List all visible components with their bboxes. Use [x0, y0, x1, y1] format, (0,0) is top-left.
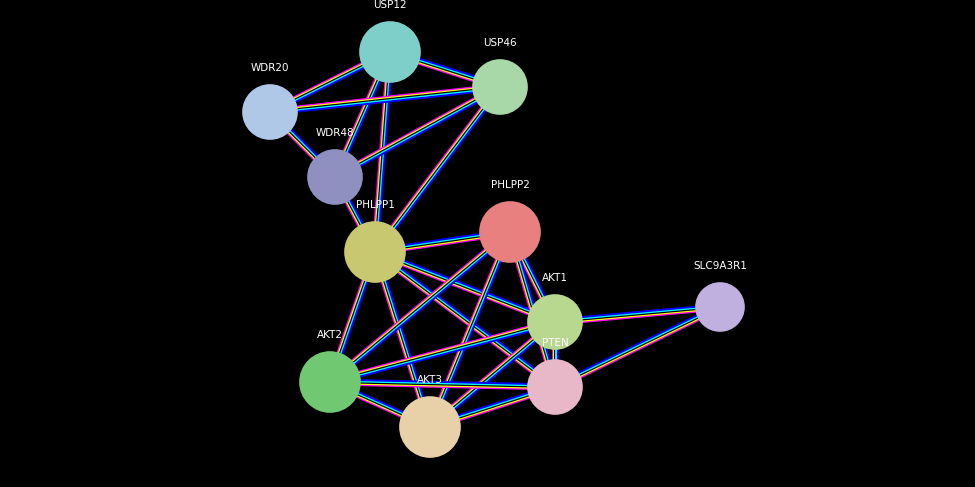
Text: USP12: USP12 — [373, 0, 407, 10]
Text: PHLPP1: PHLPP1 — [356, 201, 395, 210]
Text: WDR48: WDR48 — [316, 129, 354, 138]
Text: PHLPP2: PHLPP2 — [490, 181, 529, 190]
Text: WDR20: WDR20 — [251, 63, 290, 74]
Circle shape — [308, 150, 362, 204]
Circle shape — [480, 202, 540, 262]
Circle shape — [473, 60, 527, 114]
Text: SLC9A3R1: SLC9A3R1 — [693, 262, 747, 271]
Text: AKT3: AKT3 — [417, 375, 443, 385]
Text: AKT2: AKT2 — [317, 331, 343, 340]
Text: USP46: USP46 — [484, 38, 517, 48]
Circle shape — [696, 283, 744, 331]
Circle shape — [528, 360, 582, 414]
Text: AKT1: AKT1 — [542, 273, 568, 283]
Text: PTEN: PTEN — [542, 338, 568, 349]
Circle shape — [360, 22, 420, 82]
Circle shape — [300, 352, 360, 412]
Circle shape — [243, 85, 297, 139]
Circle shape — [528, 295, 582, 349]
Circle shape — [400, 397, 460, 457]
Circle shape — [345, 222, 405, 282]
